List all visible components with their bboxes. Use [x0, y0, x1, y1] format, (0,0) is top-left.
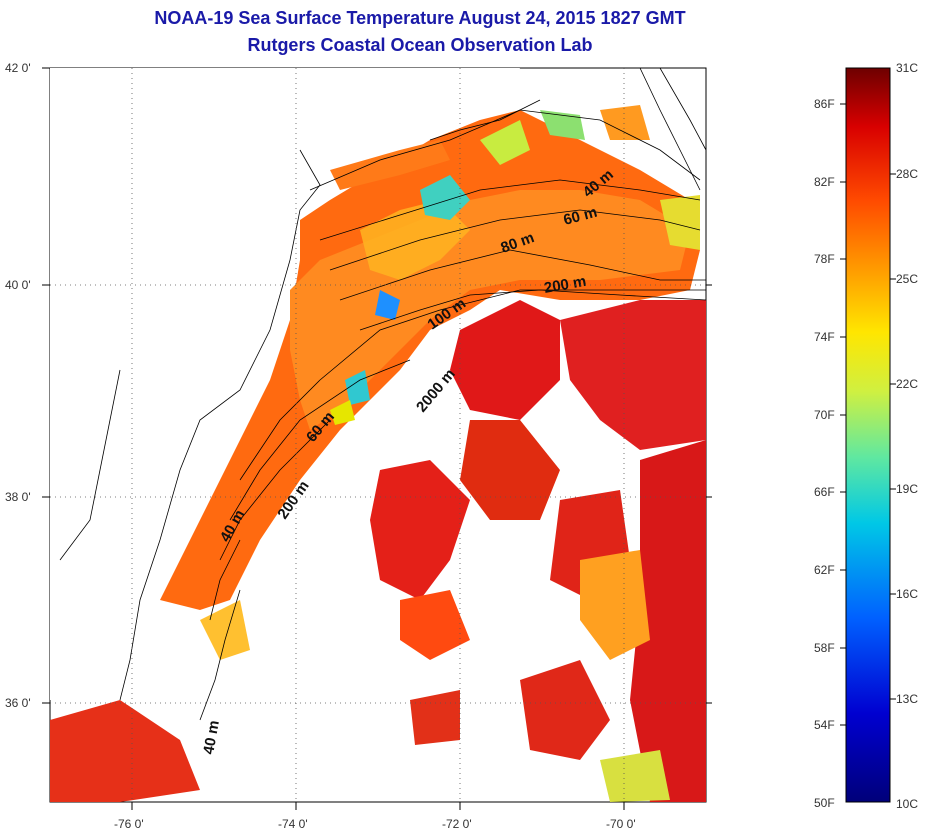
- colorbar-c-label: 16C: [896, 587, 918, 601]
- colorbar-f-label: 50F: [814, 796, 835, 810]
- colorbar-c-label: 10C: [896, 797, 918, 811]
- map-subtitle: Rutgers Coastal Ocean Observation Lab: [247, 35, 593, 55]
- colorbar-c-label: 28C: [896, 167, 918, 181]
- colorbar-c-label: 19C: [896, 482, 918, 496]
- lon-label: -72 0': [442, 817, 472, 831]
- lon-label: -76 0': [114, 817, 144, 831]
- colorbar-f-label: 54F: [814, 718, 835, 732]
- colorbar-f-label: 70F: [814, 408, 835, 422]
- colorbar-f-label: 86F: [814, 97, 835, 111]
- colorbar: [845, 67, 891, 803]
- isobath-label: 40 m: [200, 719, 223, 756]
- colorbar-c-label: 31C: [896, 61, 918, 75]
- colorbar-f-label: 58F: [814, 641, 835, 655]
- lat-label: 40 0': [5, 278, 31, 292]
- colorbar-f-label: 62F: [814, 563, 835, 577]
- isobath-contours: [59, 68, 706, 721]
- colorbar-f-label: 66F: [814, 485, 835, 499]
- colorbar-f-label: 82F: [814, 175, 835, 189]
- frame-ticks: [42, 67, 712, 810]
- colorbar-ticks: [840, 103, 896, 726]
- lat-label: 38 0': [5, 490, 31, 504]
- fahrenheit-labels: 86F 82F 78F 74F 70F 66F 62F 58F 54F 50F: [814, 97, 835, 810]
- colorbar-f-label: 78F: [814, 252, 835, 266]
- lon-label: -70 0': [606, 817, 636, 831]
- lat-label: 42 0': [5, 61, 31, 75]
- map-title: NOAA-19 Sea Surface Temperature August 2…: [154, 8, 686, 28]
- lat-label: 36 0': [5, 696, 31, 710]
- colorbar-c-label: 13C: [896, 692, 918, 706]
- lon-label: -74 0': [278, 817, 308, 831]
- celsius-labels: 31C 28C 25C 22C 19C 16C 13C 10C: [896, 61, 918, 811]
- colorbar-f-label: 74F: [814, 330, 835, 344]
- colorbar-c-label: 25C: [896, 272, 918, 286]
- colorbar-c-label: 22C: [896, 377, 918, 391]
